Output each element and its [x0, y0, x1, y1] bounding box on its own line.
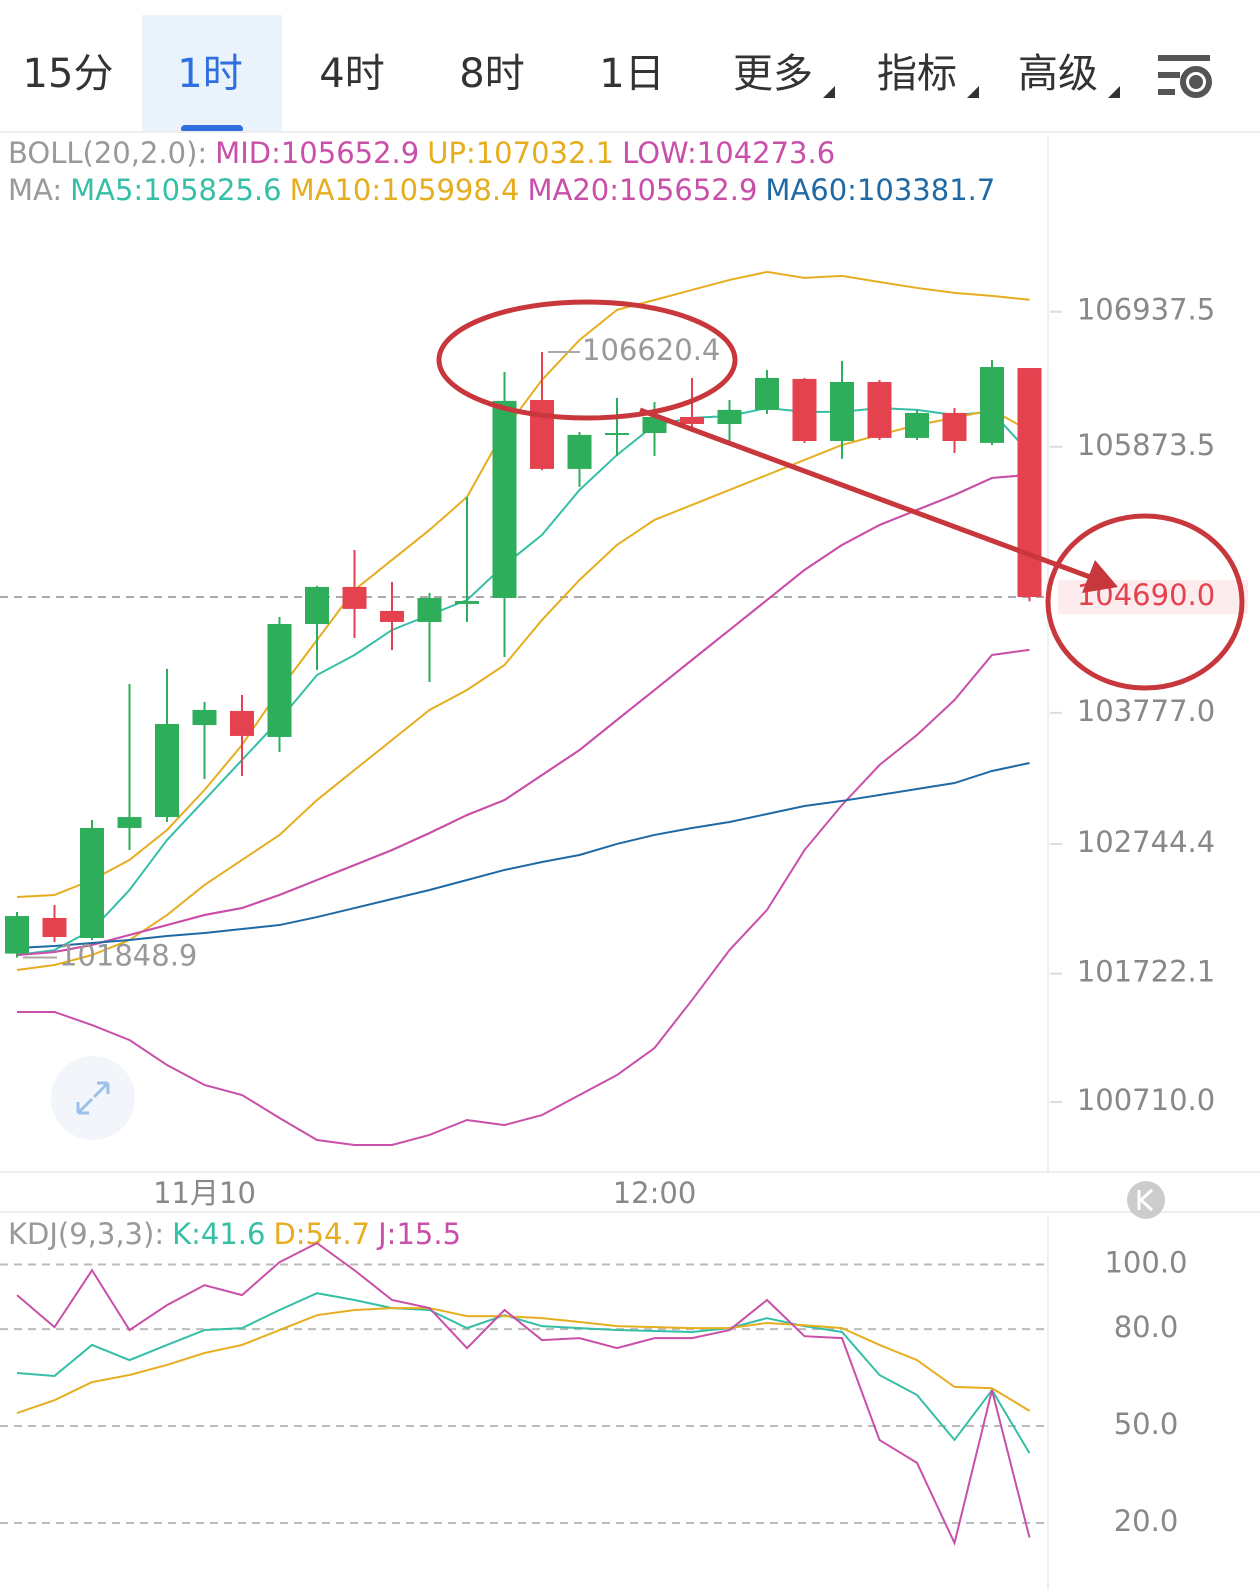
active-tab-bg: [142, 15, 282, 132]
candle-body: [717, 409, 742, 424]
indicator-line: [16, 1292, 1031, 1454]
highlight-ellipse: [1045, 513, 1245, 691]
x-tick-label: 12:00: [613, 1176, 697, 1210]
candle-body: [980, 367, 1004, 443]
candle-body: [342, 586, 367, 609]
candle-body: [680, 417, 704, 424]
candle-body: [230, 710, 254, 736]
candle-body: [80, 827, 104, 938]
y-tick-label: 102744.4: [1077, 825, 1215, 859]
y-tick-label: 103777.0: [1077, 694, 1215, 728]
expand-button[interactable]: [51, 1056, 135, 1140]
legend-entry: MA10:105998.4: [290, 173, 520, 207]
arrow-head: [1082, 560, 1118, 593]
k-icon: [1137, 1188, 1154, 1212]
candle-body: [755, 377, 779, 410]
candle-body: [792, 378, 817, 441]
legend-entry: MID:105652.9: [215, 136, 419, 170]
indicator-line: [16, 406, 1031, 956]
button-bg: [51, 1056, 135, 1140]
tab-label[interactable]: 1时: [177, 51, 242, 97]
candle-body: [42, 917, 67, 937]
button-bg: [1127, 1181, 1165, 1219]
indicator-legend: MA: MA5:105825.6 MA10:105998.4 MA20:105652.…: [8, 173, 995, 207]
candle-body: [942, 412, 967, 441]
tab-label[interactable]: 1日: [599, 51, 664, 97]
dropdown-caret: [967, 86, 979, 98]
legend-entry: D:54.7: [273, 1217, 370, 1251]
y-tick-label: 100.0: [1104, 1245, 1187, 1279]
candle-body: [5, 916, 29, 954]
legend-entry: UP:107032.1: [427, 136, 614, 170]
tab-label[interactable]: 指标: [877, 51, 957, 97]
arrow-shaft: [639, 407, 1091, 580]
candle-body: [305, 586, 329, 625]
candle-body: [605, 432, 629, 435]
y-tick-label: 101722.1: [1077, 955, 1215, 989]
indicator-line: [16, 762, 1030, 950]
candle-body: [867, 381, 892, 438]
candle-body: [417, 597, 442, 622]
highlight-ellipse: [436, 299, 738, 421]
candle-body: [155, 724, 179, 818]
k-button[interactable]: [1127, 1181, 1165, 1219]
y-tick-label: 50.0: [1114, 1407, 1179, 1441]
icon-gear: [1180, 66, 1212, 98]
tab-label[interactable]: 15分: [23, 51, 114, 97]
annotations: [436, 299, 1245, 691]
y-tick-label: 105873.5: [1077, 428, 1215, 462]
indicator-legend: BOLL(20,2.0): MID:105652.9 UP:107032.1 LOW:…: [8, 136, 835, 170]
legend-title: BOLL(20,2.0):: [8, 136, 207, 170]
candle-body: [267, 624, 292, 737]
y-tick-label: 80.0: [1114, 1310, 1179, 1344]
legend-title: MA:: [8, 173, 62, 207]
expand-icon: [76, 1081, 110, 1115]
y-tick-label: 100710.0: [1077, 1083, 1215, 1117]
candle-body: [1017, 368, 1042, 597]
tab-label[interactable]: 8时: [459, 51, 524, 97]
candle-body: [455, 601, 479, 604]
candle-body: [905, 412, 929, 438]
legend-entry: K:41.6: [172, 1217, 265, 1251]
candle-body: [117, 817, 142, 828]
settings-icon[interactable]: [1158, 55, 1212, 98]
indicator-line: [16, 473, 1030, 957]
candle-body: [492, 400, 517, 598]
tab-label[interactable]: 4时: [319, 51, 384, 97]
legend-entry: MA5:105825.6: [70, 173, 281, 207]
legend-entry: LOW:104273.6: [622, 136, 835, 170]
indicator-line: [16, 408, 1030, 971]
legend-title: KDJ(9,3,3):: [8, 1217, 164, 1251]
candle-body: [830, 381, 854, 441]
candle-body: [530, 400, 554, 469]
y-tick-label: 20.0: [1114, 1504, 1179, 1538]
dropdown-caret: [1108, 86, 1120, 98]
indicator-line: [16, 1307, 1031, 1415]
legend-entry: MA60:103381.7: [765, 173, 995, 207]
high-label: 106620.4: [582, 333, 720, 367]
candle-body: [380, 610, 404, 622]
legend-entry: MA20:105652.9: [528, 173, 758, 207]
x-tick-label: 11月10: [153, 1176, 256, 1210]
candle-body: [567, 434, 592, 469]
low-label: 101848.9: [59, 939, 197, 973]
plots: 106937.5 105873.5 103777.0 102744.4 101722.1…: [0, 136, 1248, 1547]
candle-body: [192, 709, 217, 726]
indicator-line: [17, 648, 1030, 1146]
dropdown-caret: [823, 86, 835, 98]
candle-body: [642, 417, 667, 433]
y-tick-label: 106937.5: [1077, 293, 1215, 327]
indicator-line: [16, 473, 1030, 957]
indicator-legend: KDJ(9,3,3): K:41.6 D:54.7 J:15.5: [8, 1217, 461, 1251]
legend-entry: J:15.5: [376, 1217, 461, 1251]
tab-label[interactable]: 更多: [733, 51, 813, 97]
indicator-line: [16, 270, 1030, 899]
indicator-line: [16, 1241, 1031, 1547]
tab-label[interactable]: 高级: [1018, 51, 1098, 97]
icon-gear-hub: [1189, 75, 1203, 89]
